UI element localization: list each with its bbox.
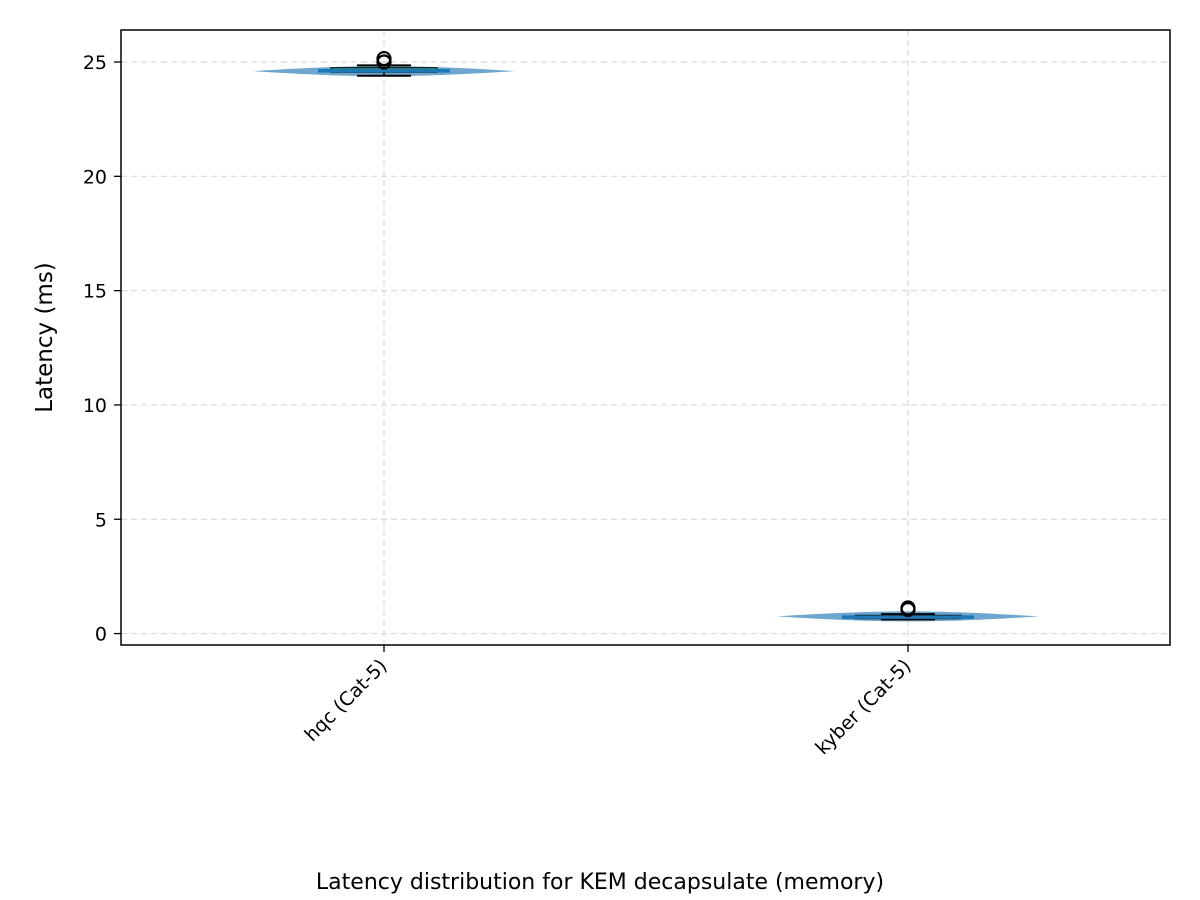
y-axis-label: Latency (ms) — [32, 262, 58, 413]
chart-caption: Latency distribution for KEM decapsulate… — [316, 870, 884, 895]
outlier-0-1 — [376, 50, 392, 67]
y-tick-label-1: 5 — [95, 509, 107, 531]
y-tick-label-2: 10 — [83, 395, 107, 417]
axis-layer: 0 5 10 15 20 25 hqc (Cat-5) kyber (Cat-5) — [83, 52, 916, 759]
y-tick-label-0: 0 — [95, 624, 107, 646]
y-tick-label-5: 25 — [83, 52, 107, 74]
y-tick-label-3: 15 — [83, 281, 107, 303]
x-tick-label-0: hqc (Cat-5) — [301, 655, 392, 746]
plot-frame — [120, 29, 1171, 646]
y-tick-label-4: 20 — [83, 166, 107, 188]
outlier-1-1 — [900, 600, 916, 616]
x-tick-label-1: kyber (Cat-5) — [811, 655, 915, 759]
grid-layer — [121, 30, 1170, 645]
violin-layer — [253, 66, 1039, 622]
box-layer — [318, 50, 974, 621]
